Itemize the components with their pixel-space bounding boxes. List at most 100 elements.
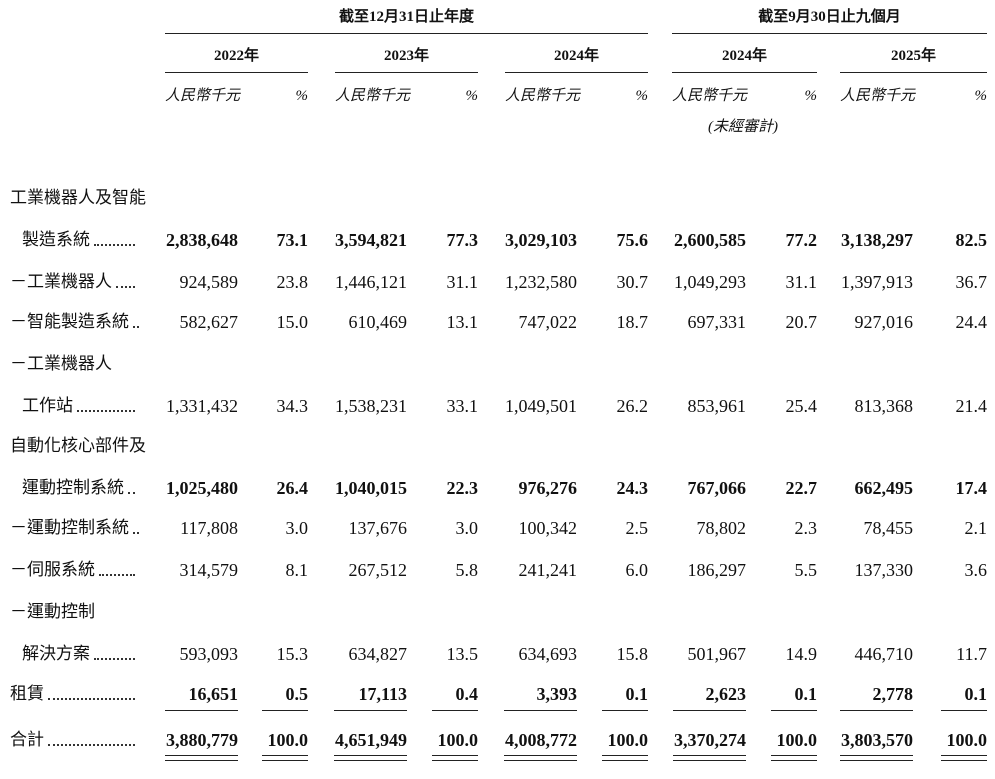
leader-dots: [77, 410, 135, 412]
cell-value: 100,342: [518, 518, 578, 538]
row-label-text: －伺服系統: [10, 560, 95, 579]
value-rule: [941, 755, 987, 756]
cell-value: 3,370,274: [674, 730, 746, 750]
value-rule: [602, 755, 648, 756]
cell-value: 1,397,913: [841, 272, 913, 292]
cell-value: 100.0: [437, 730, 479, 750]
cell-value: 3,803,570: [841, 730, 913, 750]
year-rule: [165, 72, 308, 73]
group-header: 截至12月31日止年度: [338, 9, 474, 25]
cell-value: 33.1: [446, 396, 479, 416]
group-rule: [672, 33, 987, 34]
value-rule: [941, 760, 987, 761]
cell-value: 5.5: [794, 560, 818, 580]
cell-value: 13.1: [446, 312, 479, 332]
cell-value: 100.0: [946, 730, 988, 750]
value-rule: [504, 710, 577, 711]
cell-value: 1,538,231: [335, 396, 407, 416]
cell-value: 3,594,821: [335, 230, 407, 250]
year-header: 2025年: [890, 48, 936, 64]
year-header: 2023年: [383, 48, 429, 64]
cell-value: 8.1: [285, 560, 309, 580]
row-label-text: －運動控制: [10, 602, 95, 621]
row-label-text: 工作站: [22, 396, 73, 415]
cell-value: 26.2: [616, 396, 649, 416]
value-rule: [602, 760, 648, 761]
value-rule: [504, 755, 577, 756]
cell-value: 2,778: [872, 684, 914, 704]
cell-value: 22.7: [785, 478, 818, 498]
row-label-text: 合計: [10, 730, 44, 749]
cell-value: 73.1: [276, 230, 309, 250]
cell-value: 1,049,293: [674, 272, 746, 292]
cell-value: 137,330: [854, 560, 914, 580]
cell-value: 78,802: [696, 518, 747, 538]
cell-value: 137,676: [348, 518, 408, 538]
row-label-text: －運動控制系統: [10, 518, 129, 537]
cell-value: 767,066: [687, 478, 747, 498]
leader-dots: [99, 574, 135, 576]
leader-dots: [48, 744, 135, 746]
cell-value: 25.4: [785, 396, 818, 416]
row-label-text: 製造系統: [22, 230, 90, 249]
cell-value: 2.5: [625, 518, 649, 538]
cell-value: 18.7: [616, 312, 649, 332]
percent-header: %: [974, 88, 988, 104]
value-rule: [771, 710, 817, 711]
cell-value: 697,331: [687, 312, 747, 332]
row-label: 運動控制系統: [22, 477, 135, 499]
cell-value: 593,093: [179, 644, 239, 664]
value-rule: [840, 710, 913, 711]
value-rule: [941, 710, 987, 711]
cell-value: 15.0: [276, 312, 309, 332]
cell-value: 3.6: [964, 560, 988, 580]
cell-value: 1,446,121: [335, 272, 407, 292]
leader-dots: [48, 698, 135, 700]
cell-value: 75.6: [616, 230, 649, 250]
cell-value: 0.4: [455, 684, 479, 704]
year-rule: [335, 72, 478, 73]
cell-value: 100.0: [607, 730, 649, 750]
cell-value: 17,113: [358, 684, 407, 704]
cell-value: 2,623: [705, 684, 747, 704]
row-label: 製造系統: [22, 229, 135, 251]
value-rule: [504, 760, 577, 761]
cell-value: 15.3: [276, 644, 309, 664]
cell-value: 36.7: [955, 272, 988, 292]
cell-value: 267,512: [348, 560, 408, 580]
cell-value: 662,495: [854, 478, 914, 498]
cell-value: 24.3: [616, 478, 649, 498]
cell-value: 2,838,648: [166, 230, 238, 250]
cell-value: 501,967: [687, 644, 747, 664]
value-rule: [262, 760, 308, 761]
row-label: －運動控制系統: [10, 517, 139, 539]
group-rule: [165, 33, 648, 34]
cell-value: 1,232,580: [505, 272, 577, 292]
cell-value: 3,029,103: [505, 230, 577, 250]
value-rule: [673, 760, 746, 761]
cell-value: 24.4: [955, 312, 988, 332]
value-rule: [432, 710, 478, 711]
row-label-text: －工業機器人: [10, 354, 112, 373]
cell-value: 1,040,015: [335, 478, 407, 498]
value-rule: [262, 755, 308, 756]
cell-value: 853,961: [687, 396, 747, 416]
row-label-text: －智能製造系統: [10, 312, 129, 331]
cell-value: 2,600,585: [674, 230, 746, 250]
value-rule: [432, 755, 478, 756]
cell-value: 14.9: [785, 644, 818, 664]
row-label: －運動控制: [10, 601, 210, 623]
cell-value: 0.1: [964, 684, 988, 704]
cell-value: 34.3: [276, 396, 309, 416]
cell-value: 26.4: [276, 478, 309, 498]
percent-header: %: [635, 88, 649, 104]
cell-value: 100.0: [776, 730, 818, 750]
value-rule: [165, 710, 238, 711]
cell-value: 117,808: [180, 518, 238, 538]
leader-dots: [94, 244, 135, 246]
leader-dots: [94, 658, 135, 660]
cell-value: 100.0: [267, 730, 309, 750]
cell-value: 924,589: [179, 272, 239, 292]
value-rule: [165, 760, 238, 761]
